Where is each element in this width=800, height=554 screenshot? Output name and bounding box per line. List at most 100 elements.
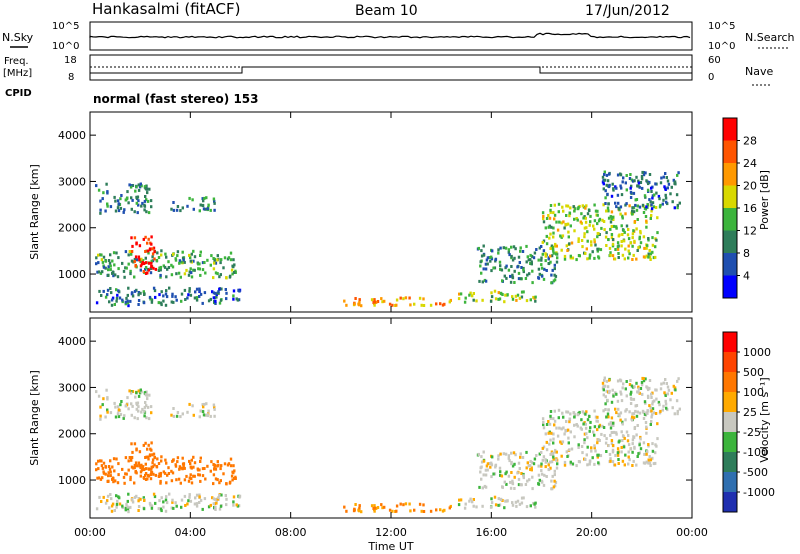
velocity-cell	[158, 472, 161, 476]
power-cell	[594, 243, 597, 247]
power-cell	[525, 260, 528, 264]
velocity-cell	[102, 461, 106, 465]
power-cell	[650, 203, 653, 207]
power-cell	[662, 198, 665, 202]
velocity-cell	[218, 481, 221, 485]
velocity-cell	[464, 502, 467, 506]
power-cell	[137, 199, 140, 203]
power-cell	[631, 244, 634, 248]
power-cell	[581, 245, 584, 249]
power-cell	[133, 210, 136, 214]
velocity-cell	[202, 405, 205, 409]
power-cell	[649, 200, 652, 204]
power-cell	[193, 296, 197, 300]
power-cell	[580, 239, 584, 242]
power-cell	[605, 209, 608, 213]
power-cell	[553, 273, 556, 277]
power-cell	[541, 274, 544, 278]
power-cell	[101, 260, 105, 264]
velocity-cell	[481, 504, 484, 508]
power-cell	[538, 246, 541, 250]
power-cell	[142, 270, 145, 273]
power-cell	[540, 263, 543, 267]
colorbar-swatch	[723, 332, 737, 352]
power-cell	[144, 250, 147, 253]
velocity-cell	[207, 409, 210, 413]
velocity-cell	[578, 460, 581, 464]
velocity-cell	[160, 496, 163, 500]
power-cell	[637, 179, 640, 183]
velocity-cell	[640, 383, 644, 387]
velocity-cell	[592, 430, 595, 434]
velocity-data	[95, 376, 681, 514]
velocity-cell	[145, 455, 148, 459]
velocity-cell	[190, 481, 194, 485]
velocity-cell	[654, 388, 657, 392]
power-cell	[127, 304, 130, 308]
velocity-cell	[360, 510, 363, 514]
power-cell	[144, 187, 147, 191]
velocity-cell	[486, 468, 489, 472]
power-cell	[404, 296, 408, 300]
power-cell	[176, 250, 180, 254]
power-cell	[204, 271, 207, 275]
power-cell	[593, 238, 596, 242]
velocity-cell	[525, 450, 528, 454]
velocity-cell	[510, 451, 513, 455]
power-cell	[622, 176, 625, 180]
power-cell	[613, 257, 617, 261]
velocity-cell	[122, 416, 125, 420]
power-cell	[634, 198, 637, 202]
power-cell	[127, 201, 130, 205]
velocity-cell	[152, 472, 155, 476]
velocity-cell	[199, 409, 202, 413]
velocity-cell	[619, 411, 623, 415]
velocity-cell	[373, 509, 376, 513]
velocity-cell	[214, 505, 217, 509]
velocity-cell	[206, 413, 209, 417]
power-cell	[590, 243, 593, 247]
velocity-cell	[479, 470, 482, 474]
power-cell	[145, 249, 148, 253]
power-cell	[583, 235, 586, 239]
velocity-cell	[677, 377, 680, 381]
velocity-cell	[133, 495, 137, 499]
velocity-cell	[637, 390, 640, 394]
velocity-cell	[129, 475, 132, 479]
power-cell	[149, 297, 152, 301]
velocity-cell	[99, 405, 102, 409]
power-cell	[601, 218, 604, 222]
velocity-cell	[580, 418, 583, 422]
velocity-cell	[404, 502, 408, 506]
velocity-cell	[655, 397, 658, 401]
velocity-cell	[581, 410, 584, 414]
velocity-cell	[517, 483, 521, 487]
power-cell	[224, 288, 227, 291]
velocity-cell	[622, 435, 625, 438]
velocity-cell	[101, 403, 104, 407]
velocity-cell	[531, 475, 534, 479]
velocity-cell	[222, 472, 225, 476]
power-cell	[581, 204, 584, 208]
velocity-cell	[175, 478, 178, 482]
velocity-cell	[547, 463, 550, 467]
velocity-cell	[165, 501, 169, 505]
power-cell	[121, 261, 124, 265]
power-cell	[499, 264, 502, 268]
power-cell	[225, 297, 228, 301]
power-cell	[644, 195, 647, 199]
power-cell	[501, 279, 504, 283]
velocity-cell	[119, 412, 123, 416]
velocity-cell	[95, 462, 98, 466]
velocity-cell	[422, 510, 426, 513]
velocity-cell	[101, 476, 104, 480]
power-cell	[513, 256, 516, 260]
power-cell	[223, 256, 227, 260]
power-cell	[130, 207, 133, 211]
power-cell	[160, 253, 163, 257]
velocity-cell	[550, 479, 553, 483]
colorbar-tick-label: 500	[743, 366, 764, 379]
power-cell	[146, 271, 149, 275]
velocity-cell	[593, 462, 596, 466]
velocity-cell	[204, 477, 207, 481]
